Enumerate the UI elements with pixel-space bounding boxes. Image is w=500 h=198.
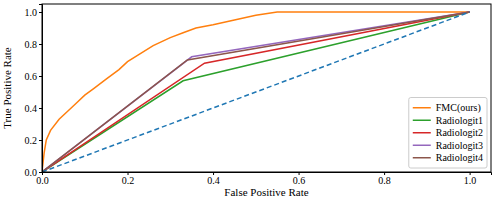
tick: 1.0: [464, 172, 477, 186]
roc-line: [42, 12, 470, 172]
legend-swatch: [413, 120, 431, 122]
legend-label: Radiologit4: [436, 152, 483, 163]
roc-line: [42, 12, 470, 172]
tick-label: 0.4: [207, 175, 220, 186]
tick-label: 0.2: [25, 135, 38, 146]
legend-item: Radiologit1: [413, 115, 483, 126]
tick-label: 1.0: [464, 175, 477, 186]
legend-box: [409, 98, 487, 169]
legend-swatch: [413, 157, 431, 159]
chart: 0.0 0.2 0.4 0.6 0.8 1.0 0.0 0.2 0.4 0.6 0.8 1.0 Fals…: [0, 0, 500, 198]
tick-label: 0.6: [293, 175, 306, 186]
legend-swatch: [413, 132, 431, 134]
roc-line: [42, 12, 470, 172]
y-axis-title: True Positive Rate: [1, 47, 13, 129]
tick-label: 0.0: [25, 167, 38, 178]
legend-label: Radiologit2: [436, 127, 483, 138]
tick: 0.4: [207, 172, 220, 186]
tick: 0.8: [25, 39, 43, 50]
plot-background: [42, 4, 491, 172]
legend-swatch: [413, 145, 431, 147]
axis-line: [43, 173, 492, 176]
legend-item: Radiologit3: [413, 140, 483, 151]
legend-label: Radiologit1: [436, 115, 483, 126]
tick: 0.0: [25, 167, 43, 178]
roc-line: [42, 12, 470, 172]
tick: 0.6: [293, 172, 306, 186]
legend-label: Radiologit3: [436, 140, 483, 151]
x-axis: 0.0 0.2 0.4 0.6 0.8 1.0: [36, 172, 491, 186]
tick-label: 0.0: [36, 175, 49, 186]
x-axis-title: False Positive Rate: [224, 186, 308, 198]
tick-label: 0.6: [25, 71, 38, 82]
tick-label: 0.4: [25, 103, 38, 114]
roc-line: [42, 12, 470, 172]
y-axis: 0.0 0.2 0.4 0.6 0.8 1.0: [25, 5, 43, 178]
tick: 0.8: [378, 172, 391, 186]
tick: 0.0: [36, 172, 49, 186]
plot-frame: [42, 4, 491, 172]
tick: 0.2: [25, 135, 43, 146]
legend-item: FMC(ours): [413, 102, 481, 114]
tick: 0.6: [25, 71, 43, 82]
legend: FMC(ours)Radiologit1Radiologit2 Radiologi…: [409, 98, 487, 169]
legend-item: Radiologit4: [413, 152, 483, 163]
legend-label: FMC(ours): [436, 102, 481, 114]
legend-item: Radiologit2: [413, 127, 483, 138]
tick-label: 0.2: [122, 175, 135, 186]
tick-label: 1.0: [25, 7, 38, 18]
tick: 0.2: [122, 172, 135, 186]
tick: 1.0: [25, 7, 43, 18]
roc-line: [42, 12, 470, 172]
tick-label: 0.8: [25, 39, 38, 50]
plot-area: [42, 12, 470, 172]
tick: 0.4: [25, 103, 43, 114]
tick-label: 0.8: [378, 175, 391, 186]
legend-swatch: [413, 107, 431, 109]
